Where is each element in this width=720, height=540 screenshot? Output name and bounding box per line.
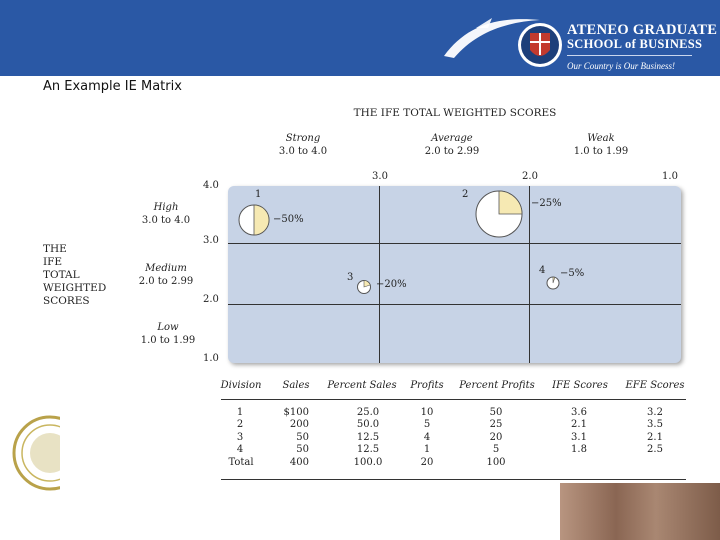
table-cell: 50 [296, 444, 309, 455]
col-header-weak: Weak [587, 133, 615, 144]
table-cell: 100.0 [353, 457, 383, 468]
table-header-profits: Profits [410, 380, 444, 391]
row-header-medium: Medium [145, 263, 187, 274]
col-range-average: 2.0 to 2.99 [424, 146, 480, 157]
division-1-number: 1 [255, 189, 262, 200]
left-tick-1: 1.0 [203, 353, 219, 364]
table-cell: 1.8 [571, 444, 587, 455]
top-tick-2: 2.0 [522, 171, 538, 182]
division-3-pie [357, 280, 371, 294]
division-4-pie [546, 276, 560, 290]
left-axis-title-line1: THE [43, 243, 67, 255]
table-cell: 12.5 [356, 444, 380, 455]
col-header-strong: Strong [285, 133, 321, 144]
table-bottom-rule [221, 479, 686, 480]
division-3-change: −20% [376, 279, 407, 290]
division-1-pie [238, 204, 270, 236]
school-name-line2: SCHOOL of BUSINESS [567, 37, 703, 51]
table-cell: 3.1 [571, 432, 587, 443]
division-4-change: −5% [560, 268, 585, 279]
table-cell: 200 [289, 419, 309, 430]
grid-vline-2 [529, 186, 530, 363]
table-cell: 400 [289, 457, 309, 468]
grid-hline-1 [228, 243, 681, 244]
table-cell: 3 [236, 432, 244, 443]
row-range-low: 1.0 to 1.99 [140, 335, 196, 346]
table-cell: 5 [423, 419, 431, 430]
division-2-change: −25% [531, 198, 562, 209]
table-cell: $100 [283, 407, 309, 418]
table-cell: 2 [236, 419, 244, 430]
grid-hline-2 [228, 304, 681, 305]
table-cell: 4 [236, 444, 244, 455]
table-cell: 100 [486, 457, 506, 468]
table-cell: 10 [420, 407, 434, 418]
table-cell: 3.2 [647, 407, 663, 418]
division-1-change: −50% [273, 214, 304, 225]
grid-vline-1 [379, 186, 380, 363]
table-cell: 5 [492, 444, 500, 455]
left-axis-title-line3: TOTAL [43, 269, 80, 281]
table-cell: 25.0 [356, 407, 380, 418]
division-2-pie [475, 190, 523, 238]
left-axis-title-line5: SCORES [43, 295, 90, 307]
table-cell: 2.1 [647, 432, 663, 443]
col-range-weak: 1.0 to 1.99 [573, 146, 629, 157]
table-cell: Total [228, 457, 254, 468]
slide-title: An Example IE Matrix [43, 79, 182, 94]
left-tick-2: 2.0 [203, 294, 219, 305]
table-header-ife-scores: IFE Scores [552, 380, 608, 391]
row-range-medium: 2.0 to 2.99 [138, 276, 194, 287]
table-header-efe-scores: EFE Scores [625, 380, 685, 391]
table-header-percent-sales: Percent Sales [327, 380, 397, 391]
school-name-line1: ATENEO GRADUATE [567, 22, 718, 38]
top-tick-3: 3.0 [372, 171, 388, 182]
table-cell: 2.1 [571, 419, 587, 430]
table-cell: 1 [423, 444, 431, 455]
table-cell: 4 [423, 432, 431, 443]
col-header-average: Average [431, 133, 473, 144]
division-2-number: 2 [462, 189, 469, 200]
row-header-low: Low [157, 322, 179, 333]
table-header-division: Division [220, 380, 262, 391]
left-axis-title-line2: IFE [43, 256, 63, 268]
table-cell: 1 [236, 407, 244, 418]
table-cell: 25 [489, 419, 503, 430]
top-tick-1: 1.0 [662, 171, 678, 182]
header-banner: ATENEO GRADUATE SCHOOL of BUSINESS Our C… [0, 0, 720, 76]
table-cell: 50.0 [356, 419, 380, 430]
ie-matrix-grid [228, 186, 681, 363]
table-cell: 50 [489, 407, 503, 418]
campus-photo [560, 483, 720, 540]
table-cell: 12.5 [356, 432, 380, 443]
table-header-percent-profits: Percent Profits [459, 380, 535, 391]
left-axis-title-line4: WEIGHTED [43, 282, 107, 294]
table-cell: 3.6 [571, 407, 587, 418]
table-top-rule [221, 399, 686, 400]
table-cell: 50 [296, 432, 309, 443]
left-tick-4: 4.0 [203, 180, 219, 191]
table-cell: 3.5 [647, 419, 663, 430]
row-header-high: High [153, 202, 179, 213]
table-cell: 2.5 [647, 444, 663, 455]
tagline: Our Country is Our Business! [567, 61, 676, 71]
ife-axis-title: THE IFE TOTAL WEIGHTED SCORES [353, 107, 557, 119]
division-3-number: 3 [347, 272, 354, 283]
col-range-strong: 3.0 to 4.0 [278, 146, 328, 157]
school-seal-icon [518, 23, 562, 67]
table-cell: 20 [420, 457, 434, 468]
university-seal-watermark [12, 415, 60, 491]
left-tick-3: 3.0 [203, 235, 219, 246]
swoosh-logo [444, 18, 540, 58]
division-4-number: 4 [539, 265, 546, 276]
row-range-high: 3.0 to 4.0 [141, 215, 191, 226]
table-cell: 20 [489, 432, 503, 443]
header-divider [567, 55, 692, 56]
table-header-sales: Sales [282, 380, 310, 391]
